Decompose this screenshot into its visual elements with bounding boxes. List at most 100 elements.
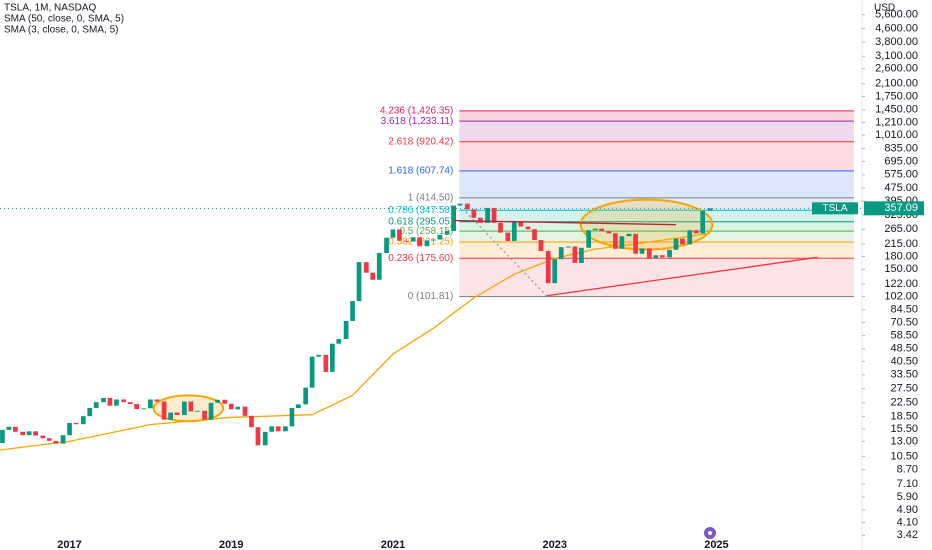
candle [107, 397, 113, 406]
candle [350, 301, 355, 321]
candle [518, 221, 524, 227]
candle [599, 228, 604, 232]
fib-label: 4.236 (1,426.35) [380, 106, 453, 117]
candle [572, 246, 578, 263]
candle [471, 209, 477, 218]
candle [417, 237, 423, 247]
candle [235, 406, 241, 410]
y-tick-label: 1,750.00 [875, 90, 918, 102]
candle [296, 404, 301, 408]
candle [619, 236, 625, 249]
candle [558, 247, 564, 260]
candle [329, 343, 335, 372]
y-tick-label: 2,600.00 [875, 63, 918, 75]
candle [653, 255, 659, 259]
candle [127, 402, 133, 405]
candle [121, 399, 127, 403]
candle [40, 435, 46, 439]
fib-label: 1 (414.50) [408, 192, 454, 203]
candle [491, 207, 497, 223]
candle [566, 246, 571, 248]
candle [269, 426, 275, 432]
candle [700, 210, 706, 234]
candle [680, 238, 685, 245]
y-tick-label: 3.42 [897, 529, 918, 541]
candle [289, 407, 295, 427]
y-tick-label: 122.00 [884, 278, 918, 290]
x-tick-label: 2019 [219, 539, 243, 550]
y-tick-label: 1,010.00 [875, 129, 918, 141]
candle [309, 356, 315, 388]
x-tick-label: 2017 [57, 539, 81, 550]
candle [283, 426, 288, 432]
candle [33, 431, 38, 436]
candle [26, 431, 32, 436]
candle [215, 399, 220, 403]
candle [249, 415, 254, 428]
y-tick-label: 3,800.00 [875, 36, 918, 48]
y-tick-label: 265.00 [884, 223, 918, 235]
candle [0, 429, 5, 444]
candle [174, 412, 180, 416]
candle [228, 403, 234, 410]
fib-band [459, 197, 854, 211]
candle [397, 229, 402, 241]
candle [148, 399, 153, 409]
currency: USD [874, 3, 895, 14]
y-tick-label: 150.00 [884, 263, 918, 275]
trendline [453, 219, 677, 226]
candle [53, 440, 59, 444]
fib-band [459, 170, 854, 198]
candle [538, 240, 544, 251]
candle [613, 233, 618, 249]
y-tick-label: 15.50 [890, 423, 918, 435]
price-tag-bg [864, 201, 924, 216]
candle [46, 438, 52, 441]
candle [80, 416, 86, 425]
candle [384, 237, 389, 254]
fib-band [459, 231, 854, 242]
fib-band [459, 141, 854, 171]
indicator: SMA (50, close, 0, SMA, 5) [4, 14, 124, 25]
candle [376, 253, 382, 280]
fib-label: 0.5 (258.15) [399, 226, 453, 237]
event-icon-dot [708, 531, 712, 535]
y-tick-label: 18.50 [890, 410, 918, 422]
candle [545, 250, 551, 284]
candle [579, 247, 584, 263]
y-tick-label: 1,210.00 [875, 116, 918, 128]
plot: 4.236 (1,426.35)3.618 (1,233.11) 2.618 (9… [0, 106, 862, 451]
candle [437, 234, 443, 240]
candle [451, 205, 457, 232]
candle [552, 259, 558, 284]
fib-label: 0 (101.81) [408, 291, 454, 302]
candle [444, 231, 450, 235]
candle [646, 248, 652, 259]
candle [67, 422, 72, 436]
y-tick-label: 70.50 [890, 316, 918, 328]
price-tag: 357.09 [884, 202, 918, 214]
candle [93, 402, 99, 408]
fib-band [459, 258, 854, 297]
candle [532, 229, 537, 241]
fib-band [459, 210, 854, 222]
candle [114, 399, 119, 406]
symbol: TSLA, 1M, NASDAQ [4, 3, 96, 14]
candle [202, 410, 207, 420]
y-tick-label: 33.50 [890, 369, 918, 381]
candle [20, 431, 26, 436]
candle [390, 229, 396, 238]
candle [659, 255, 665, 258]
candle [101, 397, 106, 403]
candle [693, 230, 699, 234]
candle [13, 426, 18, 432]
y-tick-label: 215.00 [884, 238, 918, 250]
candle [182, 401, 187, 416]
y-tick-label: 695.00 [884, 155, 918, 167]
trendline [546, 256, 818, 297]
fib-label: 3.618 (1,233.11) [381, 116, 454, 127]
candle [511, 221, 517, 241]
candle [255, 427, 261, 446]
sma-line [0, 232, 711, 451]
price-tag-symbol-bg [812, 202, 858, 215]
